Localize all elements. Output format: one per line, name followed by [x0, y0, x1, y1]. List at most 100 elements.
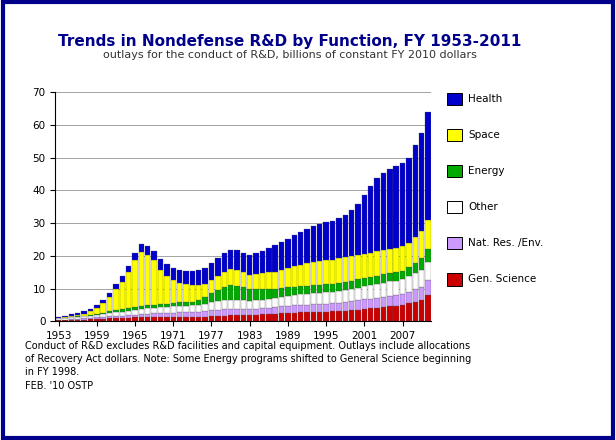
Bar — [298, 264, 303, 286]
Bar — [190, 271, 195, 285]
Bar — [406, 158, 411, 243]
Bar — [285, 296, 291, 306]
Bar — [184, 312, 188, 317]
Bar — [260, 289, 265, 300]
Bar — [184, 284, 188, 302]
Bar — [355, 300, 360, 310]
Bar — [419, 258, 424, 270]
Bar — [279, 297, 284, 307]
Bar — [158, 259, 163, 270]
Bar — [247, 301, 253, 309]
Bar — [158, 304, 163, 307]
Text: Nat. Res. /Env.: Nat. Res. /Env. — [468, 238, 543, 248]
Bar — [285, 268, 291, 287]
Bar — [266, 299, 272, 308]
Bar — [196, 317, 201, 321]
Bar — [387, 169, 392, 249]
Bar — [253, 309, 259, 315]
Text: Other: Other — [468, 202, 498, 212]
Bar — [349, 301, 354, 310]
Bar — [362, 309, 367, 321]
Bar — [81, 312, 87, 314]
Bar — [272, 314, 278, 321]
Bar — [81, 314, 87, 315]
Bar — [94, 308, 100, 314]
Bar — [75, 319, 81, 321]
Bar — [241, 287, 246, 300]
Bar — [368, 186, 373, 253]
Bar — [336, 303, 341, 311]
Bar — [425, 220, 431, 249]
Bar — [355, 279, 360, 287]
Bar — [253, 300, 259, 309]
Bar — [177, 302, 182, 305]
Bar — [177, 282, 182, 302]
Bar — [413, 289, 418, 301]
Bar — [145, 246, 150, 254]
Bar — [145, 254, 150, 305]
Bar — [317, 261, 322, 285]
Bar — [107, 312, 112, 313]
Bar — [215, 301, 221, 310]
Bar — [425, 249, 431, 262]
Bar — [234, 250, 240, 270]
Bar — [419, 270, 424, 287]
Bar — [272, 271, 278, 289]
Bar — [400, 271, 405, 279]
Bar — [310, 262, 316, 285]
Bar — [171, 317, 176, 321]
Bar — [222, 253, 227, 272]
Bar — [222, 286, 227, 300]
Bar — [234, 270, 240, 286]
Bar — [425, 295, 431, 321]
Bar — [145, 305, 150, 308]
Bar — [253, 315, 259, 321]
Bar — [381, 275, 386, 282]
Bar — [406, 292, 411, 303]
Bar — [120, 312, 125, 315]
Bar — [234, 315, 240, 321]
Text: Conduct of R&D excludes R&D facilities and capital equipment. Outlays include al: Conduct of R&D excludes R&D facilities a… — [25, 341, 471, 391]
Bar — [177, 305, 182, 312]
Bar — [152, 313, 157, 317]
Bar — [387, 296, 392, 307]
Bar — [164, 276, 169, 304]
Bar — [317, 304, 322, 312]
Bar — [394, 295, 399, 306]
Bar — [400, 305, 405, 321]
Bar — [190, 301, 195, 305]
Bar — [355, 255, 360, 279]
Text: Energy: Energy — [468, 166, 505, 176]
Bar — [394, 272, 399, 281]
Bar — [304, 286, 310, 294]
Bar — [247, 309, 253, 315]
Bar — [285, 313, 291, 321]
Bar — [132, 253, 138, 260]
Bar — [228, 315, 233, 321]
Bar — [260, 251, 265, 274]
Bar — [234, 300, 240, 309]
Bar — [349, 210, 354, 256]
Bar — [381, 173, 386, 250]
Bar — [362, 286, 367, 299]
Bar — [215, 316, 221, 321]
Bar — [171, 306, 176, 313]
Bar — [355, 287, 360, 300]
Bar — [152, 260, 157, 304]
Bar — [291, 266, 297, 286]
Bar — [94, 317, 100, 319]
Bar — [196, 285, 201, 300]
Bar — [139, 252, 144, 306]
Bar — [336, 291, 341, 303]
Bar — [298, 294, 303, 305]
Bar — [209, 280, 214, 293]
Bar — [260, 308, 265, 314]
Bar — [342, 282, 348, 290]
Bar — [152, 308, 157, 313]
Bar — [247, 254, 253, 275]
Bar — [158, 317, 163, 321]
Text: Health: Health — [468, 94, 503, 104]
Bar — [113, 315, 119, 318]
Bar — [75, 313, 81, 315]
Bar — [317, 312, 322, 321]
